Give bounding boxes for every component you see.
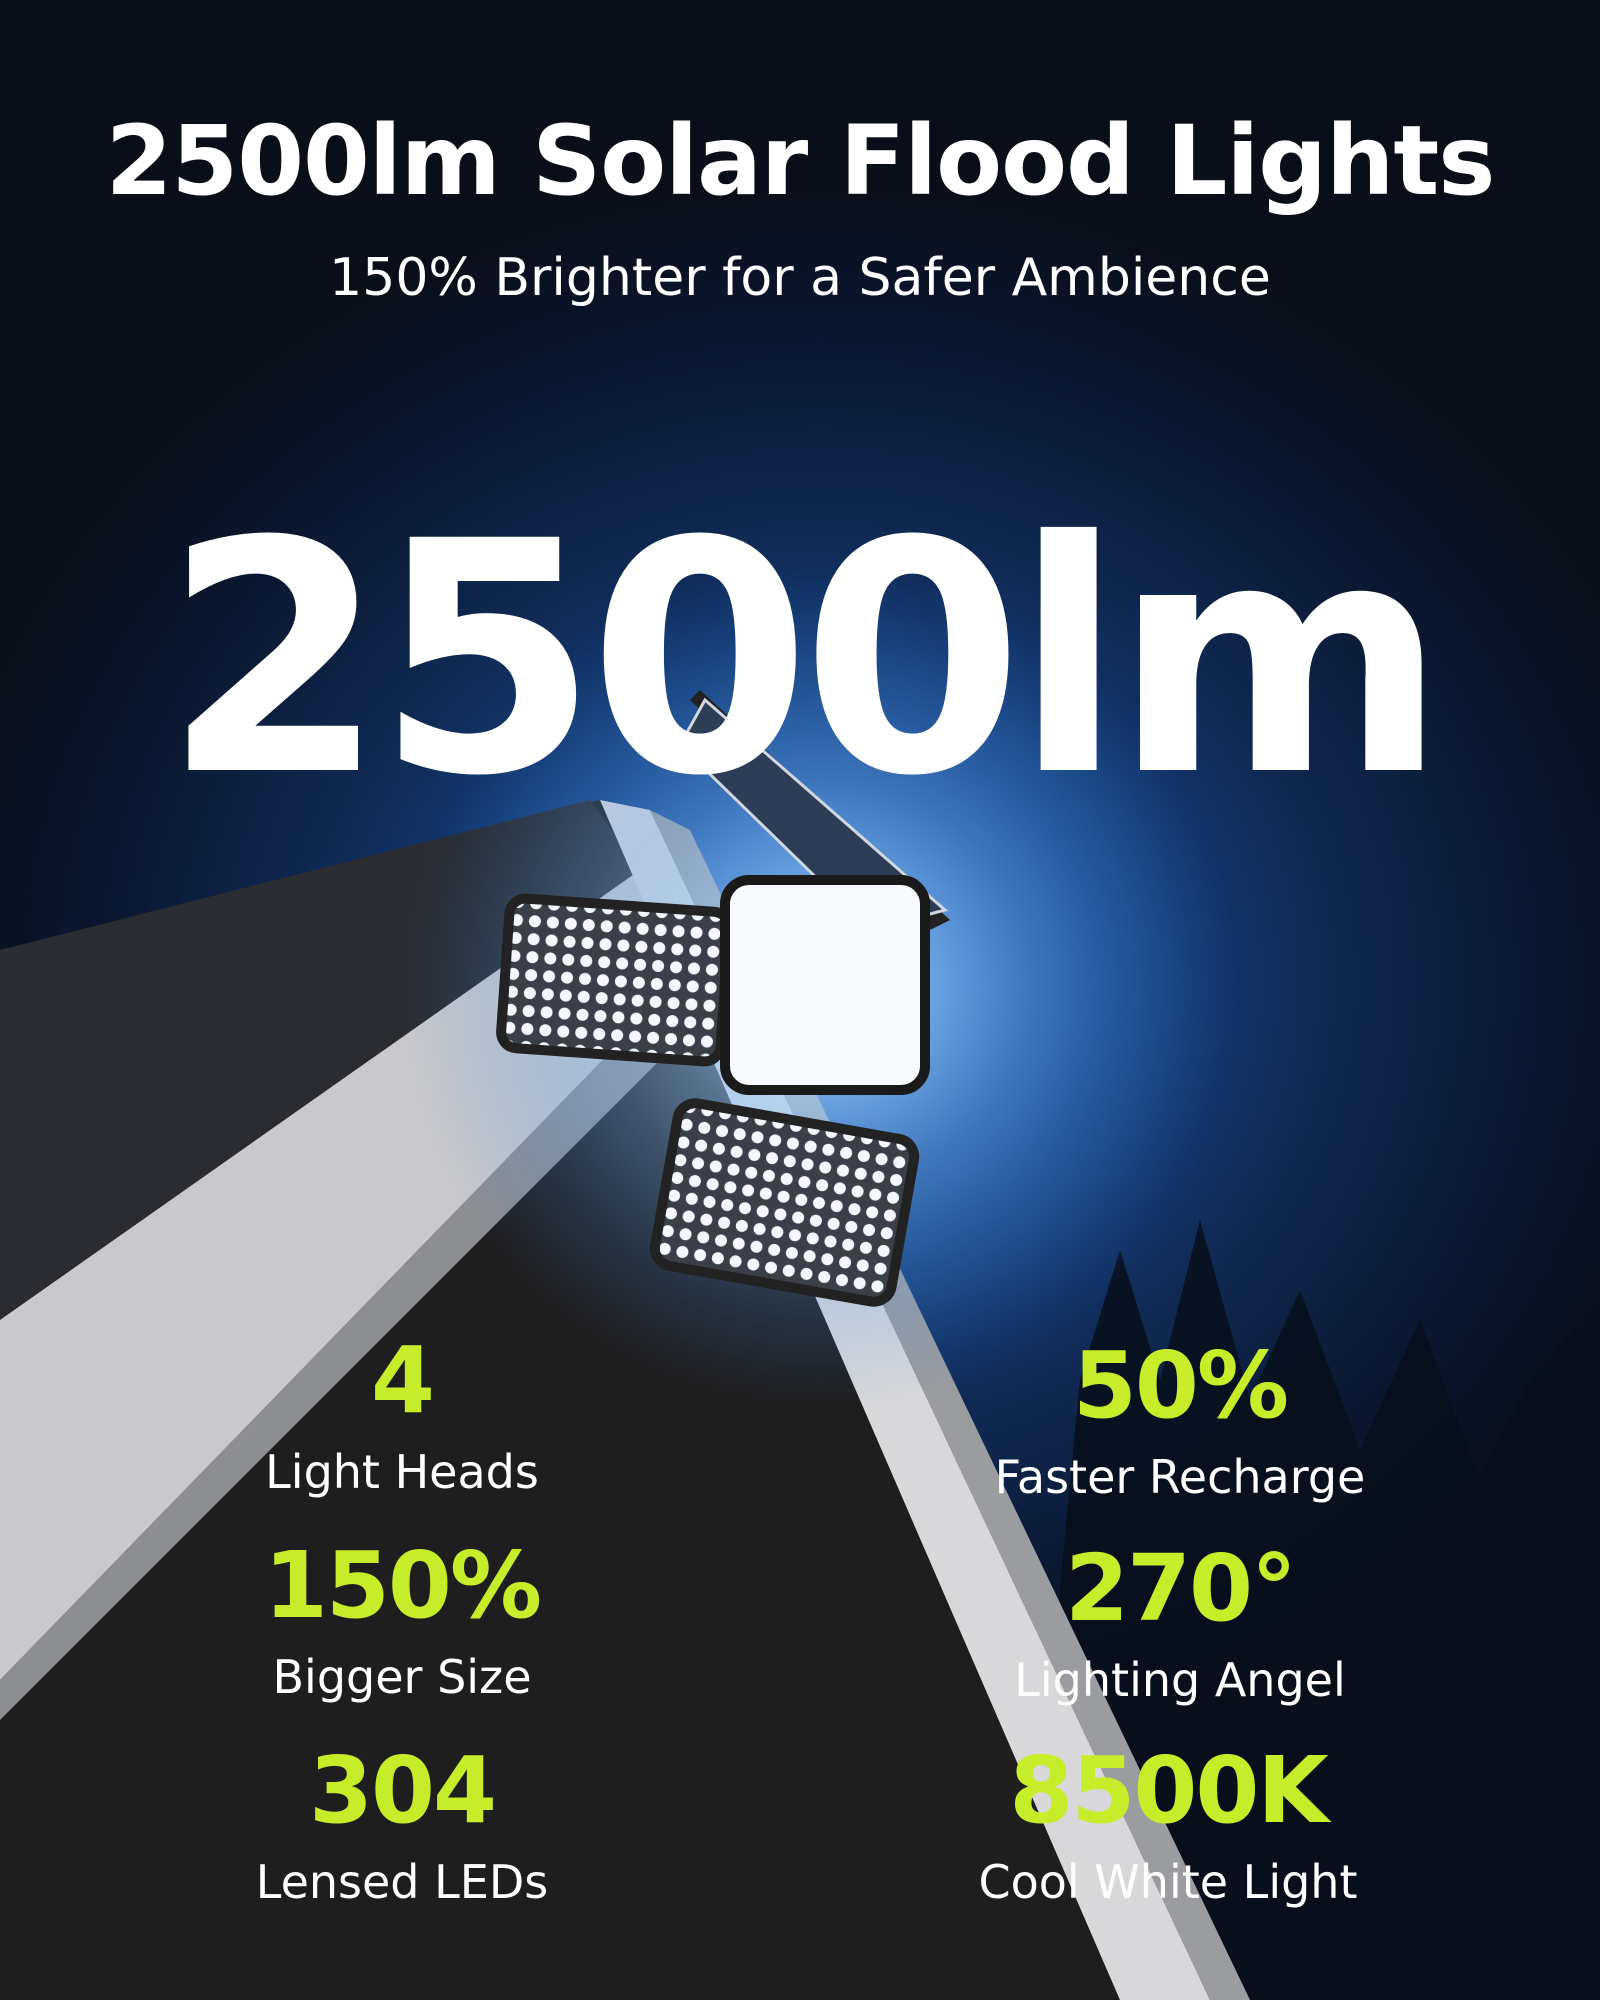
stat-label: Bigger Size xyxy=(272,1650,532,1704)
stat-value: 304 xyxy=(308,1737,497,1844)
stat-label: Light Heads xyxy=(265,1445,539,1499)
stat-label: Lensed LEDs xyxy=(255,1855,549,1909)
stat-label: Lighting Angel xyxy=(1014,1653,1346,1707)
stat-size: 150% Bigger Size xyxy=(52,1532,752,1704)
stat-leds: 304 Lensed LEDs xyxy=(52,1737,752,1909)
stat-light-heads: 4 Light Heads xyxy=(52,1327,752,1499)
stat-recharge: 50% Faster Recharge xyxy=(830,1332,1530,1504)
light-head-main xyxy=(720,875,930,1095)
stat-value: 8500K xyxy=(1009,1737,1328,1844)
page-title: 2500lm Solar Flood Lights xyxy=(105,105,1496,217)
stat-label: Cool White Light xyxy=(978,1855,1358,1909)
stat-value: 4 xyxy=(370,1327,435,1434)
page-subtitle: 150% Brighter for a Safer Ambience xyxy=(329,248,1271,308)
trees xyxy=(1020,1220,1600,2000)
stat-color-temp: 8500K Cool White Light xyxy=(818,1737,1518,1909)
light-head xyxy=(496,893,734,1067)
stat-value: 50% xyxy=(1072,1332,1289,1439)
stat-value: 150% xyxy=(263,1532,542,1639)
stat-label: Faster Recharge xyxy=(994,1450,1366,1504)
hero-lumens: 2500lm xyxy=(163,474,1447,846)
light-head xyxy=(649,1098,920,1307)
stat-angle: 270° Lighting Angel xyxy=(830,1535,1530,1707)
stat-value: 270° xyxy=(1064,1535,1297,1642)
solar-flood-light xyxy=(496,690,950,1307)
